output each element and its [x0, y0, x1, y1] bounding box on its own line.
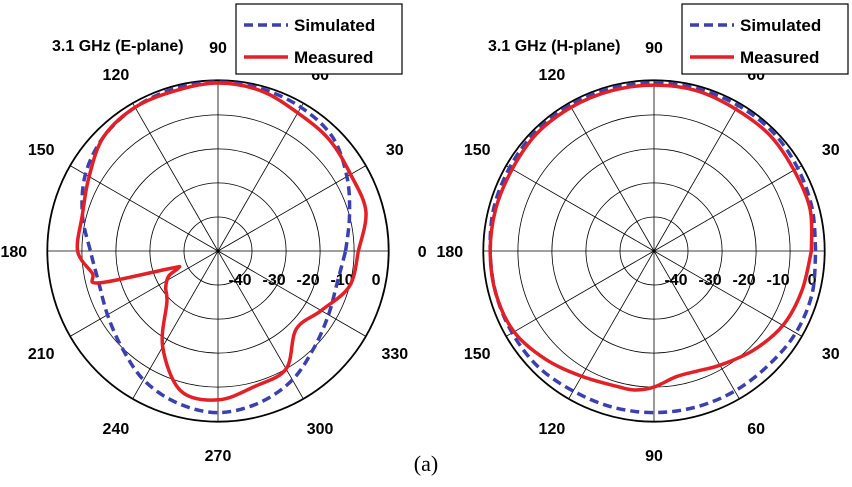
radial-tick-label: -30 — [699, 272, 722, 289]
angle-label: 90 — [209, 40, 227, 57]
angle-label: 300 — [307, 421, 334, 438]
legend-label: Measured — [294, 48, 373, 67]
legend: Simulated Measured — [235, 3, 403, 75]
grid-spoke — [132, 103, 219, 252]
polar-plot-e-plane: -40 -30 -20 -10 0030609012015018021024027030… — [0, 3, 427, 465]
plot-title: 3.1 GHz (H-plane) — [488, 38, 620, 55]
grid-spoke — [506, 165, 655, 252]
grid-spoke — [217, 103, 304, 252]
angle-label: 150 — [28, 142, 55, 159]
legend-label: Simulated — [740, 16, 821, 35]
angle-label: 270 — [205, 448, 232, 465]
legend-label: Measured — [740, 48, 819, 67]
grid-spoke — [70, 250, 219, 337]
angle-label: 210 — [28, 346, 55, 363]
angle-label: 90 — [645, 448, 663, 465]
plot-title: 3.1 GHz (E-plane) — [52, 38, 184, 55]
radial-tick-label: -20 — [297, 272, 320, 289]
angle-label: 180 — [0, 244, 27, 261]
grid-spoke — [568, 250, 655, 399]
outer-ring — [46, 79, 390, 423]
grid-spoke — [70, 165, 219, 252]
radial-tick-label: 0 — [372, 272, 381, 289]
radial-tick-label: -20 — [733, 272, 756, 289]
grid-spoke — [653, 250, 740, 399]
angle-label: 120 — [539, 67, 566, 84]
angle-label: 30 — [386, 142, 404, 159]
angle-label: 0 — [418, 244, 427, 261]
polar-plot-h-plane: -40-30-20-100030609012015018015012090603… — [436, 3, 849, 465]
series-simulated-line — [80, 80, 352, 415]
angle-label: 120 — [103, 67, 130, 84]
legend: Simulated Measured — [681, 3, 849, 75]
legend-box — [681, 3, 849, 75]
series-measured-line — [488, 83, 814, 392]
angle-label: 90 — [645, 40, 663, 57]
outer-ring — [482, 79, 826, 423]
grid-spoke — [653, 165, 802, 252]
radial-tick-label: -40 — [664, 272, 687, 289]
angle-label: 60 — [747, 421, 765, 438]
grid-spoke — [506, 250, 655, 337]
angle-label: 30 — [822, 142, 840, 159]
angle-label: 150 — [464, 346, 491, 363]
angle-label: 330 — [381, 346, 408, 363]
grid-spoke — [568, 103, 655, 252]
figure-caption: (a) — [414, 451, 438, 476]
grid-spoke — [653, 103, 740, 252]
grid-spoke — [217, 165, 366, 252]
radial-tick-label: 0 — [808, 272, 817, 289]
grid-spoke — [132, 250, 219, 399]
legend-label: Simulated — [294, 16, 375, 35]
angle-label: 150 — [464, 142, 491, 159]
radial-tick-label: -10 — [767, 272, 790, 289]
grid-spoke — [653, 250, 802, 337]
angle-label: 180 — [436, 244, 463, 261]
angle-label: 240 — [103, 421, 130, 438]
series-measured-line — [75, 81, 368, 402]
grid-spoke — [217, 250, 304, 399]
radial-tick-label: -40 — [228, 272, 251, 289]
grid-spoke — [217, 250, 366, 337]
radial-tick-label: -30 — [263, 272, 286, 289]
legend-box — [235, 3, 403, 75]
angle-label: 120 — [539, 421, 566, 438]
angle-label: 30 — [822, 346, 840, 363]
